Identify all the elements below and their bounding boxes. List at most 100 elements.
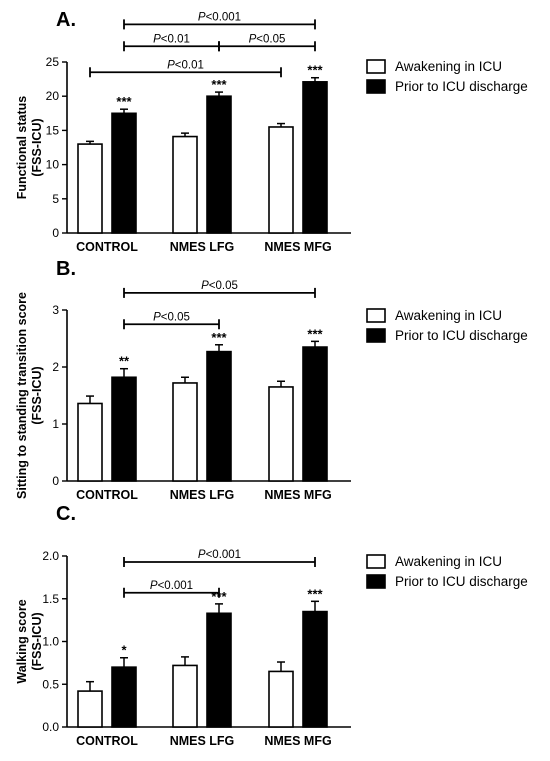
y-axis-title: (FSS-ICU) — [30, 366, 44, 424]
bar — [206, 95, 232, 234]
bar — [302, 81, 328, 234]
significance-stars: *** — [307, 586, 323, 601]
p-value-threshold: <0.001 — [206, 549, 242, 561]
x-tick-label: CONTROL — [76, 240, 138, 254]
x-tick-label: NMES MFG — [264, 488, 331, 502]
bar — [172, 664, 198, 728]
bar — [77, 402, 103, 482]
p-value-letter: P — [198, 11, 206, 23]
p-value-threshold: <0.001 — [206, 11, 242, 23]
y-tick-label: 1.0 — [42, 635, 59, 649]
bar — [111, 376, 137, 482]
p-value-threshold: <0.05 — [209, 280, 238, 292]
y-axis-title: Functional status — [15, 96, 29, 200]
chart-panel-0: A. Functional status (FSS-ICU) 0 5 10 15 20 25 **… — [15, 9, 528, 254]
p-value-threshold: <0.05 — [161, 311, 190, 323]
p-value-label: P<0.001 — [198, 11, 241, 23]
legend-swatch — [366, 574, 386, 589]
legend-entry: Prior to ICU discharge — [395, 574, 528, 589]
p-value-letter: P — [153, 311, 161, 323]
x-tick-label: CONTROL — [76, 488, 138, 502]
bar — [206, 612, 232, 728]
bar — [268, 126, 294, 234]
p-value-threshold: <0.05 — [256, 33, 285, 45]
p-value-label: P<0.05 — [249, 33, 286, 45]
y-tick-label: 5 — [52, 192, 59, 206]
y-tick-label: 0.0 — [42, 720, 59, 734]
y-axis-title: Sitting to standing transition score — [15, 292, 29, 499]
y-tick-label: 0 — [52, 474, 59, 488]
bar — [302, 610, 328, 728]
y-tick-label: 15 — [46, 123, 60, 137]
chart-panel-1: B. Sitting to standing transition score (F… — [15, 258, 528, 502]
p-value-label: P<0.001 — [198, 549, 241, 561]
p-value-letter: P — [201, 280, 209, 292]
x-tick-label: NMES LFG — [170, 240, 235, 254]
significance-stars: *** — [307, 326, 323, 341]
p-value-letter: P — [198, 549, 206, 561]
bar — [206, 350, 232, 482]
y-tick-label: 1.5 — [42, 592, 59, 606]
x-tick-label: NMES LFG — [170, 734, 235, 748]
bar — [268, 386, 294, 482]
bar — [111, 112, 137, 234]
x-tick-label: CONTROL — [76, 734, 138, 748]
p-value-label: P<0.01 — [167, 59, 204, 71]
significance-stars: * — [121, 643, 127, 658]
legend-entry: Prior to ICU discharge — [395, 328, 528, 343]
legend-entry: Awakening in ICU — [395, 308, 502, 323]
significance-stars: *** — [307, 63, 323, 78]
bar — [172, 382, 198, 482]
significance-stars: *** — [211, 77, 227, 92]
p-value-label: P<0.001 — [150, 580, 193, 592]
legend-swatch — [366, 554, 386, 569]
significance-stars: *** — [211, 330, 227, 345]
legend-swatch — [366, 59, 386, 74]
panel-label: B. — [56, 258, 76, 280]
legend-entry: Prior to ICU discharge — [395, 79, 528, 94]
bar — [172, 135, 198, 234]
p-value-threshold: <0.001 — [158, 580, 194, 592]
y-tick-label: 3 — [52, 303, 59, 317]
bar — [268, 670, 294, 728]
p-value-letter: P — [153, 33, 161, 45]
legend-swatch — [366, 308, 386, 323]
chart-panel-2: C. Walking score (FSS-ICU) 0.0 0.5 1.0 1.5 2.0 *… — [15, 503, 528, 748]
panel-label: A. — [56, 9, 76, 31]
p-value-threshold: <0.01 — [175, 59, 204, 71]
y-tick-label: 2.0 — [42, 549, 59, 563]
p-value-letter: P — [150, 580, 158, 592]
y-tick-label: 1 — [52, 417, 59, 431]
significance-stars: *** — [116, 94, 132, 109]
legend-entry: Awakening in ICU — [395, 59, 502, 74]
p-value-letter: P — [167, 59, 175, 71]
p-value-label: P<0.05 — [153, 311, 190, 323]
y-tick-label: 2 — [52, 360, 59, 374]
y-tick-label: 20 — [46, 89, 60, 103]
legend-swatch — [366, 328, 386, 343]
p-value-label: P<0.05 — [201, 280, 238, 292]
x-tick-label: NMES LFG — [170, 488, 235, 502]
y-axis-title: Walking score — [15, 599, 29, 683]
panel-label: C. — [56, 503, 76, 525]
bar — [77, 690, 103, 728]
legend-entry: Awakening in ICU — [395, 554, 502, 569]
y-tick-label: 25 — [46, 55, 60, 69]
y-axis-title: (FSS-ICU) — [30, 118, 44, 176]
y-axis-title: (FSS-ICU) — [30, 612, 44, 670]
y-tick-label: 10 — [46, 158, 60, 172]
legend-swatch — [366, 79, 386, 94]
bar — [77, 143, 103, 234]
y-tick-label: 0.5 — [42, 677, 59, 691]
p-value-threshold: <0.01 — [161, 33, 190, 45]
x-tick-label: NMES MFG — [264, 240, 331, 254]
bar — [111, 666, 137, 728]
significance-stars: ** — [119, 354, 130, 369]
x-tick-label: NMES MFG — [264, 734, 331, 748]
p-value-letter: P — [249, 33, 257, 45]
bar — [302, 346, 328, 482]
y-tick-label: 0 — [52, 226, 59, 240]
p-value-label: P<0.01 — [153, 33, 190, 45]
